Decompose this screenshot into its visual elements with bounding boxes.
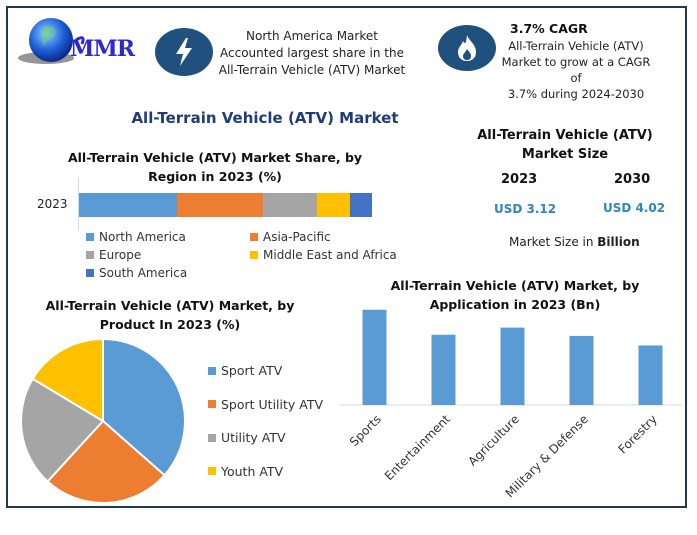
region-title-line-1: All-Terrain Vehicle (ATV) Market Share, … [67, 150, 363, 165]
product-legend-item-sport-utility-atv: Sport Utility ATV [208, 388, 323, 422]
market-size-title-line-1: All-Terrain Vehicle (ATV) [477, 128, 653, 143]
application-bar-sports [362, 309, 387, 405]
market-size-note-unit: Billion [597, 235, 640, 249]
legend-swatch [208, 400, 216, 409]
application-title-line-2: Application in 2023 (Bn) [429, 297, 601, 312]
region-title-line-2: Region in 2023 (%) [148, 169, 282, 184]
highlight-2-text: All-Terrain Vehicle (ATV) Market to grow… [496, 38, 656, 102]
legend-label: North America [99, 230, 186, 244]
region-bar-segment-asia-pacific [177, 193, 263, 217]
highlight-2-line-2: Market to grow at a CAGR of [501, 55, 651, 85]
product-title-line-1: All-Terrain Vehicle (ATV) Market, by [45, 298, 295, 313]
legend-swatch [208, 433, 216, 442]
market-size-title-line-2: Market Size [521, 147, 609, 162]
product-legend: Sport ATV Sport Utility ATV Utility ATV You… [208, 354, 323, 488]
market-size-note: Market Size in Billion [509, 235, 640, 249]
highlight-2-line-3: 3.7% during 2024-2030 [507, 87, 645, 101]
flame-icon [458, 35, 476, 61]
globe-icon [18, 18, 85, 64]
mmr-logo: MMR [14, 14, 144, 69]
market-size-value-2030: USD 4.02 [603, 201, 666, 215]
main-title: All-Terrain Vehicle (ATV) Market [131, 109, 399, 127]
application-bar-agriculture [500, 327, 525, 405]
region-bar-segment-south-america [350, 193, 372, 217]
legend-label: Utility ATV [221, 430, 286, 446]
pie-slice-utility-atv [20, 377, 105, 483]
product-chart-title: All-Terrain Vehicle (ATV) Market, by Pro… [35, 296, 305, 334]
application-bar-forestry [638, 345, 663, 405]
highlight-2-line-1: All-Terrain Vehicle (ATV) [508, 39, 644, 53]
legend-swatch [208, 366, 216, 375]
region-chart-title: All-Terrain Vehicle (ATV) Market Share, … [50, 148, 380, 186]
logo-text: MMR [70, 36, 135, 62]
product-pie-chart [20, 337, 186, 504]
region-stacked-bar [79, 193, 372, 217]
market-size-note-prefix: Market Size in [509, 235, 598, 249]
cagr-headline: 3.7% CAGR [510, 21, 588, 36]
market-size-year-2030: 2030 [614, 172, 651, 187]
product-legend-item-sport-atv: Sport ATV [208, 354, 323, 388]
legend-label: Middle East and Africa [263, 248, 397, 262]
region-category-label: 2023 [37, 197, 68, 211]
pie-slice-sport-atv [102, 337, 186, 477]
lightning-icon [176, 38, 192, 66]
region-axis-line [78, 178, 79, 230]
product-legend-item-utility-atv: Utility ATV [208, 421, 323, 455]
legend-label: South America [99, 266, 188, 280]
legend-label: Youth ATV [221, 463, 284, 479]
highlight-1-line-3: All-Terrain Vehicle (ATV) Market [218, 63, 406, 77]
legend-swatch [86, 233, 94, 241]
highlight-1-line-2: Accounted largest share in the [220, 46, 404, 60]
region-legend-item-south-america: South America [86, 264, 250, 282]
region-legend-item-europe: Europe [86, 246, 250, 264]
legend-swatch [250, 233, 258, 241]
region-legend-item-middle-east-and-africa: Middle East and Africa [250, 246, 406, 264]
legend-swatch [250, 251, 258, 259]
legend-label: Europe [99, 248, 142, 262]
highlight-1-text: North America Market Accounted largest s… [212, 28, 412, 79]
market-size-value-2023: USD 3.12 [494, 202, 557, 216]
region-bar-segment-middle-east-and-africa [317, 193, 351, 217]
market-size-title: All-Terrain Vehicle (ATV) Market Size [470, 126, 660, 164]
product-legend-item-youth-atv: Youth ATV [208, 455, 323, 489]
region-legend-item-asia-pacific: Asia-Pacific [250, 228, 406, 246]
market-size-year-2023: 2023 [501, 172, 538, 187]
legend-swatch [86, 251, 94, 259]
region-legend-item-north-america: North America [86, 228, 250, 246]
pie-slice-youth-atv [31, 337, 104, 423]
highlight-1-line-1: North America Market [246, 29, 378, 43]
legend-swatch [208, 467, 216, 476]
application-title-line-1: All-Terrain Vehicle (ATV) Market, by [390, 278, 640, 293]
application-bar-chart [340, 309, 682, 406]
region-legend: North America Asia-Pacific Europe Middle Ea… [86, 228, 406, 282]
pie-slice-sport-utility-atv [46, 419, 166, 504]
legend-label: Asia-Pacific [263, 230, 331, 244]
application-chart-title: All-Terrain Vehicle (ATV) Market, by App… [370, 276, 660, 314]
legend-label: Sport Utility ATV [221, 396, 324, 412]
legend-swatch [86, 269, 94, 277]
region-bar-segment-europe [262, 193, 318, 217]
product-title-line-2: Product In 2023 (%) [99, 317, 241, 332]
application-bar-military-defense [569, 335, 594, 405]
legend-label: Sport ATV [221, 363, 283, 379]
region-bar-segment-north-america [79, 193, 178, 217]
highlight-2-icon-circle [438, 25, 496, 71]
application-bar-entertainment [431, 334, 456, 405]
highlight-1-icon-circle [155, 28, 213, 76]
infographic-frame [6, 6, 687, 508]
